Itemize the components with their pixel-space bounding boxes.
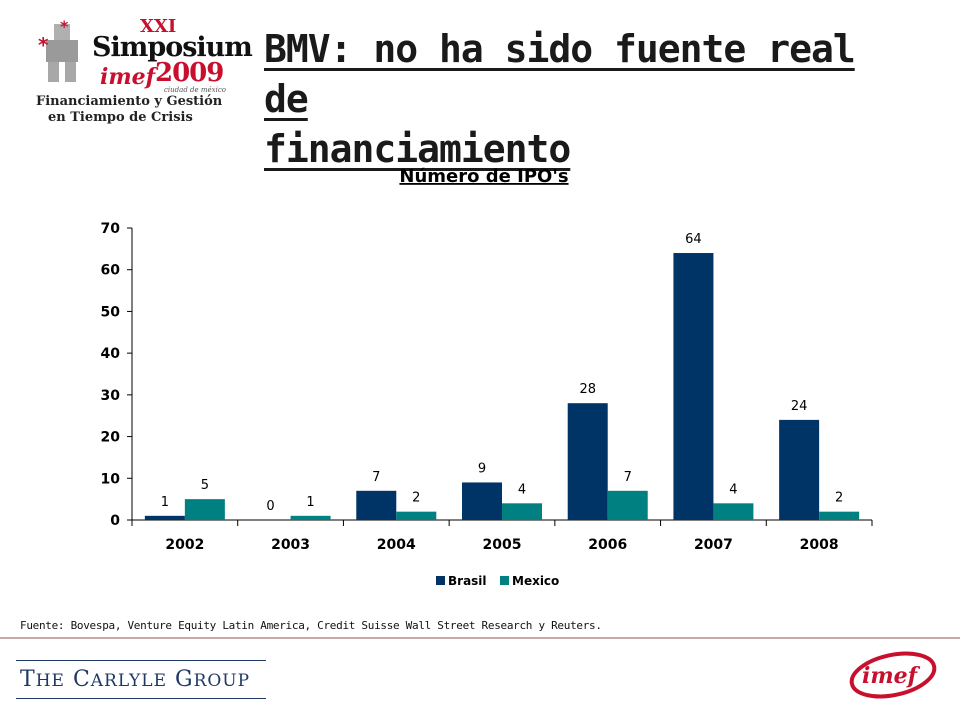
- data-label-mexico-2006: 7: [624, 470, 632, 485]
- bar-brasil-2005: [462, 482, 502, 520]
- x-tick-label: 2004: [377, 537, 416, 553]
- legend-label-mexico: Mexico: [512, 574, 559, 588]
- y-tick-label: 0: [110, 513, 120, 529]
- slide-title-line-2: financiamiento: [264, 127, 571, 171]
- bar-mexico-2002: [184, 499, 225, 520]
- bar-mexico-2006: [607, 490, 648, 520]
- bar-brasil-2007: [673, 253, 714, 520]
- y-tick-label: 10: [101, 471, 121, 487]
- slide-title: BMV: no ha sido fuente real de financiam…: [264, 24, 904, 174]
- legend-label-brasil: Brasil: [448, 574, 487, 588]
- data-label-mexico-2005: 4: [518, 482, 526, 497]
- carlyle-rule-bottom: [16, 698, 266, 699]
- footer-divider: [0, 637, 960, 639]
- x-tick-label: 2005: [483, 537, 522, 553]
- logo-tagline-1: Financiamiento y Gestión: [36, 94, 223, 109]
- x-tick-label: 2003: [271, 537, 310, 553]
- logo-name: Simposium: [92, 32, 253, 63]
- x-tick-label: 2008: [800, 537, 839, 553]
- bar-brasil-2008: [779, 419, 820, 520]
- slide-title-line-1: BMV: no ha sido fuente real de: [264, 27, 856, 121]
- bar-mexico-2003: [290, 515, 331, 520]
- data-label-mexico-2003: 1: [306, 495, 314, 510]
- data-label-brasil-2006: 28: [579, 382, 596, 397]
- y-tick-label: 20: [101, 430, 121, 446]
- data-label-mexico-2002: 5: [201, 478, 209, 493]
- data-label-mexico-2008: 2: [835, 491, 843, 506]
- carlyle-rule-top: [16, 660, 266, 661]
- source-note: Fuente: Bovespa, Venture Equity Latin Am…: [20, 619, 602, 632]
- data-label-brasil-2007: 64: [685, 232, 702, 247]
- bar-mexico-2007: [713, 503, 754, 520]
- bar-mexico-2008: [819, 511, 860, 520]
- data-label-mexico-2007: 4: [729, 482, 737, 497]
- bar-mexico-2004: [396, 511, 437, 520]
- svg-text:*: *: [60, 20, 69, 36]
- y-tick-label: 70: [101, 221, 121, 237]
- y-tick-label: 30: [101, 388, 121, 404]
- data-label-brasil-2004: 7: [372, 470, 380, 485]
- logo-city: ciudad de méxico: [164, 86, 226, 94]
- bar-brasil-2006: [567, 403, 608, 520]
- data-label-mexico-2004: 2: [412, 491, 420, 506]
- y-tick-label: 50: [101, 304, 121, 320]
- simposium-logo: * * XXI Simposium imef 2009 ciudad de mé…: [30, 14, 253, 125]
- logo-year: 2009: [155, 58, 224, 88]
- carlyle-group-logo: THE CARLYLE GROUP: [16, 660, 266, 700]
- logo-tagline-2: en Tiempo de Crisis: [48, 110, 193, 125]
- imef-logo: imef: [849, 651, 937, 699]
- svg-text:*: *: [38, 33, 49, 57]
- data-label-brasil-2003: 0: [266, 499, 274, 514]
- bar-brasil-2004: [356, 490, 397, 520]
- x-tick-label: 2006: [588, 537, 627, 553]
- x-tick-label: 2002: [165, 537, 204, 553]
- logo-edition: XXI: [140, 16, 177, 37]
- bar-mexico-2005: [502, 503, 542, 520]
- chart-title: Número de IPO's: [399, 166, 568, 187]
- legend-swatch-mexico: [500, 576, 509, 585]
- carlyle-wordmark: THE CARLYLE GROUP: [20, 667, 251, 692]
- data-label-brasil-2005: 9: [478, 461, 486, 476]
- ipo-bar-chart: Número de IPO's0102030405060702002152003…: [101, 166, 873, 588]
- bar-brasil-2002: [144, 515, 185, 520]
- data-label-brasil-2002: 1: [161, 495, 169, 510]
- imef-logo-text: imef: [862, 663, 921, 689]
- legend-swatch-brasil: [436, 576, 445, 585]
- puzzle-figure-icon: * *: [38, 20, 78, 82]
- y-tick-label: 40: [101, 346, 121, 362]
- logo-org: imef: [100, 64, 156, 90]
- data-label-brasil-2008: 24: [791, 399, 808, 414]
- x-tick-label: 2007: [694, 537, 733, 553]
- y-tick-label: 60: [101, 263, 121, 279]
